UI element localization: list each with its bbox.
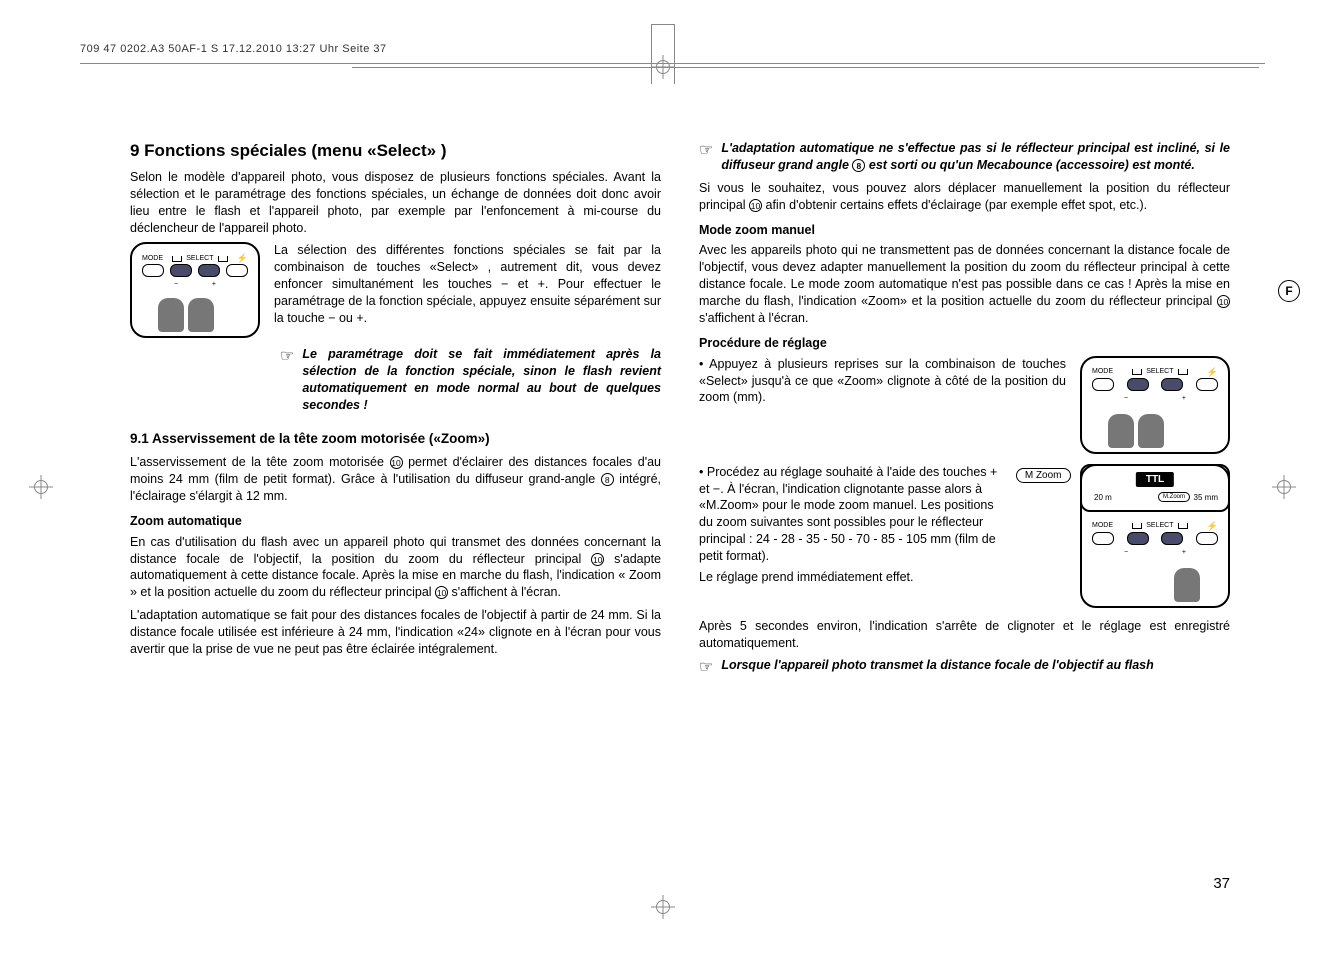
note-top-right-text: L'adaptation automatique ne s'effectue p…: [721, 140, 1230, 174]
minus-label: −: [1124, 548, 1128, 557]
p-move: Si vous le souhaitez, vous pouvez alors …: [699, 180, 1230, 214]
p-9-1: L'asservissement de la tête zoom motoris…: [130, 454, 661, 505]
label-mode: MODE: [142, 254, 163, 263]
page-number: 37: [1213, 874, 1230, 894]
diagram-button: [1092, 378, 1114, 391]
section-heading-9-1: 9.1 Asservissement de la tête zoom motor…: [130, 430, 661, 448]
circled-8: 8: [601, 473, 614, 486]
p-zoom-auto: En cas d'utilisation du flash avec un ap…: [130, 534, 661, 602]
screen-mm: 35 mm: [1194, 493, 1218, 504]
circled-8: 8: [852, 159, 865, 172]
p-adapt: L'adaptation automatique se fait pour de…: [130, 607, 661, 658]
minus-label: −: [174, 280, 178, 289]
pointing-hand-icon: ☞: [699, 140, 713, 180]
screen-ttl: TTL: [1136, 472, 1174, 488]
note-bottom-right: ☞ Lorsque l'appareil photo transmet la d…: [699, 657, 1230, 680]
diagram-button-dark: [170, 264, 192, 277]
screen-mzoom: M.Zoom: [1158, 492, 1190, 502]
bolt-icon: ⚡: [1207, 520, 1218, 532]
label-mode: MODE: [1092, 367, 1113, 376]
note-1-text: Le paramétrage doit se fait immédiatemen…: [302, 346, 661, 414]
diagram-button: [226, 264, 248, 277]
note-top-right: ☞ L'adaptation automatique ne s'effectue…: [699, 140, 1230, 180]
minus-label: −: [1124, 394, 1128, 403]
hand-icon: [1108, 414, 1134, 448]
bullet-2: Procédez au réglage souhaité à l'aide de…: [699, 464, 1002, 586]
circled-10: 10: [749, 199, 762, 212]
heading-procedure: Procédure de réglage: [699, 335, 1230, 352]
p-after-5s: Après 5 secondes environ, l'indication s…: [699, 618, 1230, 652]
bolt-icon: ⚡: [1207, 366, 1218, 378]
pointing-hand-icon: ☞: [699, 657, 713, 680]
diagram-screen: TTL 20 m M.Zoom 35 mm: [1080, 464, 1230, 512]
circled-10: 10: [591, 553, 604, 566]
circled-10: 10: [1217, 295, 1230, 308]
hand-icon: [1174, 568, 1200, 602]
label-select: SELECT: [1132, 367, 1187, 376]
heading-zoom-auto: Zoom automatique: [130, 513, 661, 530]
diagram-button-dark: [1161, 532, 1183, 545]
registration-mark-right: [1277, 480, 1291, 494]
label-select: SELECT: [172, 254, 227, 263]
heading-zoom-manual: Mode zoom manuel: [699, 222, 1230, 239]
diagram-button-dark: [1127, 532, 1149, 545]
diagram-button-dark: [1127, 378, 1149, 391]
circled-10: 10: [390, 456, 403, 469]
plus-label: +: [1182, 548, 1186, 557]
diagram-3-wrap: M Zoom TTL 20 m M.Zoom 35 mm MODE SELECT…: [1016, 464, 1230, 608]
device-diagram-1: MODE SELECT ⚡ − +: [130, 242, 260, 338]
language-marker: F: [1278, 280, 1300, 302]
mzoom-oval: M Zoom: [1016, 468, 1071, 484]
circled-10: 10: [435, 586, 448, 599]
device-diagram-2: MODE SELECT ⚡ − +: [1080, 356, 1230, 454]
page-content: 9 Fonctions spéciales (menu «Select» ) S…: [130, 140, 1230, 854]
diagram-button-dark: [1161, 378, 1183, 391]
bullet-1-row: Appuyez à plusieurs reprises sur la comb…: [699, 356, 1230, 454]
hand-icon: [1138, 414, 1164, 448]
bullet-2-row: Procédez au réglage souhaité à l'aide de…: [699, 464, 1230, 608]
note-1: ☞ Le paramétrage doit se fait immédiatem…: [280, 346, 661, 420]
bullet-2-tail: Le réglage prend immédiatement effet.: [699, 569, 1002, 586]
device-diagram-3: TTL 20 m M.Zoom 35 mm MODE SELECT ⚡: [1080, 464, 1230, 608]
hand-icon: [158, 298, 184, 332]
left-column: 9 Fonctions spéciales (menu «Select» ) S…: [130, 140, 661, 854]
plus-label: +: [212, 280, 216, 289]
plus-label: +: [1182, 394, 1186, 403]
figure-with-text-1: MODE SELECT ⚡ − + La sélection des diffé…: [130, 242, 661, 338]
registration-mark-bottom: [656, 900, 670, 914]
bolt-icon: ⚡: [237, 252, 248, 264]
label-select: SELECT: [1132, 521, 1187, 530]
section-heading-9: 9 Fonctions spéciales (menu «Select» ): [130, 140, 661, 163]
screen-distance: 20 m: [1094, 493, 1112, 504]
diagram-button: [1092, 532, 1114, 545]
registration-mark-top: [656, 60, 670, 74]
diagram-button: [1196, 378, 1218, 391]
registration-mark-left: [34, 480, 48, 494]
bullet-1: Appuyez à plusieurs reprises sur la comb…: [699, 356, 1066, 407]
p-zoom-manual: Avec les appareils photo qui ne transmet…: [699, 242, 1230, 326]
note-bottom-right-text: Lorsque l'appareil photo transmet la dis…: [721, 657, 1153, 674]
diagram-button: [1196, 532, 1218, 545]
diagram-button-dark: [198, 264, 220, 277]
intro-paragraph: Selon le modèle d'appareil photo, vous d…: [130, 169, 661, 237]
label-mode: MODE: [1092, 521, 1113, 530]
pointing-hand-icon: ☞: [280, 346, 294, 420]
hand-icon: [188, 298, 214, 332]
diagram-button: [142, 264, 164, 277]
right-column: F ☞ L'adaptation automatique ne s'effect…: [699, 140, 1230, 854]
fig1-paragraph: La sélection des différentes fonctions s…: [274, 242, 661, 332]
